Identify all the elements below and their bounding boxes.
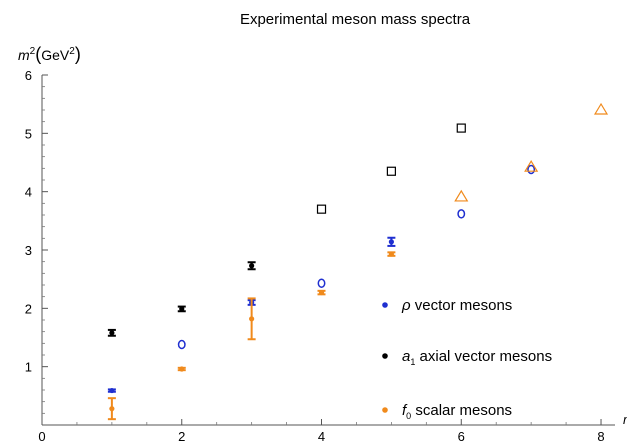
y-tick-label: 6 [25,68,32,83]
x-tick-label: 8 [597,429,604,444]
legend-entry-1: a1 axial vector mesons [382,348,552,367]
predicted-point [386,166,396,176]
x-tick-label: 0 [38,429,45,444]
predicted-point [317,278,326,288]
legend: ρ vector mesons a1 axial vector mesons f0 … [382,297,552,421]
predicted-point [454,189,469,202]
data-point [179,366,185,372]
axes [41,75,615,426]
predicted-point [457,209,466,219]
data-point [109,330,115,336]
series-0 [107,164,536,394]
data-point [249,263,255,269]
x-axis-label: n [623,412,627,427]
data-point [179,306,185,312]
y-axis-label: m2(GeV2) [18,44,81,64]
data-point [109,406,115,412]
series-2 [107,102,609,421]
legend-marker [382,353,388,359]
predicted-point [456,123,466,133]
legend-entry-2: f0 scalar mesons [382,402,512,421]
y-tick-label: 4 [25,185,32,200]
legend-marker [382,302,388,308]
legend-label: a1 axial vector mesons [402,348,552,367]
predicted-point [524,160,539,172]
x-tick-label: 2 [178,429,185,444]
data-point [388,239,394,245]
predicted-point [593,102,609,115]
y-tick-label: 3 [25,243,32,258]
y-tick-label: 5 [25,126,32,141]
legend-label: ρ vector mesons [401,297,512,314]
predicted-point [177,339,186,350]
predicted-point [316,204,327,214]
predicted-point [527,164,536,175]
data-point [318,289,325,296]
legend-label: f0 scalar mesons [402,402,512,421]
legend-marker [382,407,388,413]
series-1 [107,123,466,337]
legend-entry-0: ρ vector mesons [382,297,512,314]
data-point [388,251,394,257]
data-point [109,387,115,394]
data-point [249,316,255,322]
x-tick-label: 4 [318,429,325,444]
axis-ticks: 0 2 4 6 8 1 2 3 4 5 6 n [25,68,627,444]
y-tick-label: 1 [25,360,32,375]
data-marks [107,102,609,421]
x-tick-label: 6 [458,429,465,444]
y-tick-label: 2 [25,301,32,316]
chart-title: Experimental meson mass spectra [240,11,471,28]
